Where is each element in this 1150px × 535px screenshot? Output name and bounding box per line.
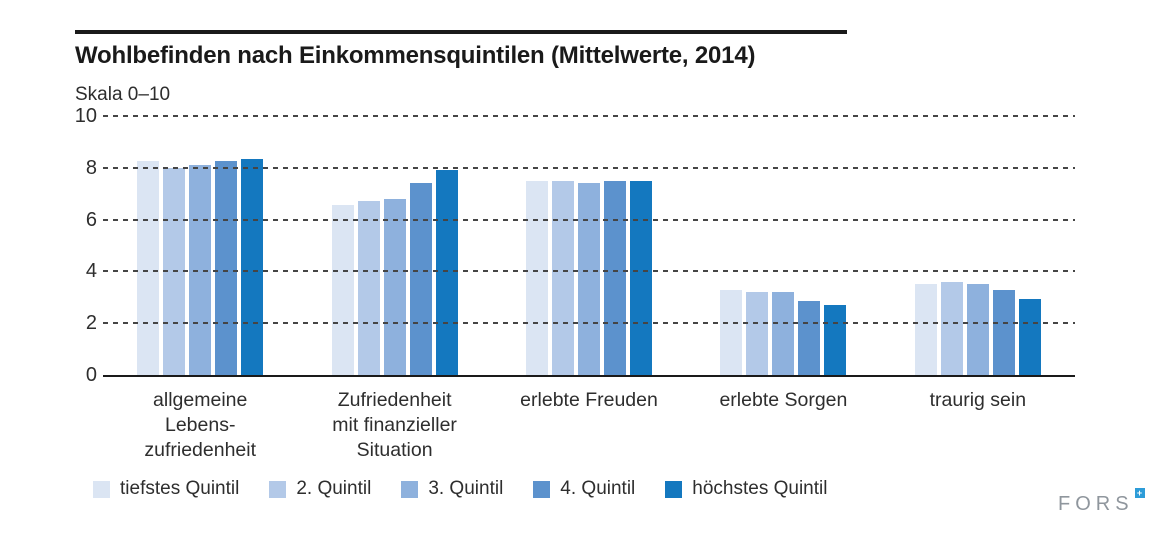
bar-groups-row	[103, 116, 1075, 375]
bar-group-3	[686, 116, 880, 375]
bar	[966, 284, 989, 375]
bar	[772, 292, 795, 375]
bar	[798, 301, 821, 375]
legend-swatch	[401, 480, 419, 498]
bar	[215, 161, 238, 375]
bar	[940, 281, 963, 375]
category-label-1: Zufriedenheit mit finanzieller Situation	[332, 389, 457, 461]
gridline-6	[103, 218, 1075, 221]
fors-logo-text: FORS	[1058, 493, 1134, 515]
x-axis-line	[103, 375, 1075, 377]
bar	[383, 198, 406, 375]
legend-swatch	[533, 480, 551, 498]
gridline-4	[103, 270, 1075, 273]
chart-title: Wohlbefinden nach Einkommensquintilen (M…	[75, 42, 756, 69]
gridline-2	[103, 322, 1075, 325]
bar	[526, 180, 549, 375]
bar	[552, 180, 575, 375]
chart-scale-label: Skala 0–10	[75, 84, 171, 105]
bar	[241, 158, 264, 375]
plot-area	[103, 115, 1075, 377]
bar-group-1	[297, 116, 491, 375]
title-rule	[75, 30, 847, 34]
y-tick-label-4: 4	[85, 260, 97, 283]
legend-label: höchstes Quintil	[692, 478, 828, 499]
category-label-2: erlebte Freuden	[520, 389, 658, 411]
bar-group-2	[492, 116, 686, 375]
y-tick-label-2: 2	[85, 312, 97, 335]
gridline-10	[103, 115, 1075, 117]
bar	[578, 183, 601, 375]
bar	[720, 289, 743, 375]
bar-group-0	[103, 116, 297, 375]
category-label-3: erlebte Sorgen	[719, 389, 848, 411]
bar	[409, 183, 432, 375]
category-axis: allgemeine Lebens-zufriedenheit Zufriedenh…	[103, 388, 1075, 463]
gridline-8	[103, 166, 1075, 169]
legend-swatch	[93, 480, 110, 498]
legend-item-4: höchstes Quintil	[665, 478, 827, 500]
y-tick-label-6: 6	[85, 208, 97, 231]
bar	[992, 289, 1015, 375]
category-label-0: allgemeine Lebens-zufriedenheit	[144, 389, 257, 461]
legend-swatch	[269, 480, 287, 498]
bar	[357, 201, 380, 375]
legend-label: 4. Quintil	[560, 478, 636, 499]
bar	[630, 180, 653, 375]
bar	[137, 161, 160, 375]
bar	[435, 170, 458, 375]
y-tick-label-10: 10	[74, 105, 97, 127]
bar	[604, 180, 627, 375]
legend-item-2: 3. Quintil	[401, 478, 503, 500]
bar	[1018, 298, 1041, 375]
fors-plus-icon: +	[1134, 488, 1145, 498]
legend-label: 3. Quintil	[428, 478, 504, 499]
y-tick-label-0: 0	[85, 364, 97, 386]
category-label-4: traurig sein	[929, 389, 1027, 411]
legend-item-3: 4. Quintil	[533, 478, 635, 500]
legend-swatch	[665, 480, 683, 498]
legend-label: 2. Quintil	[296, 478, 372, 499]
bar-group-4	[881, 116, 1075, 375]
bar	[824, 305, 847, 375]
legend-item-0: tiefstes Quintil	[93, 478, 239, 500]
bar	[331, 205, 354, 375]
legend: tiefstes Quintil 2. Quintil 3. Quintil 4. Q…	[93, 478, 827, 500]
legend-label: tiefstes Quintil	[120, 478, 240, 499]
y-tick-label-8: 8	[85, 156, 97, 179]
bar	[746, 292, 769, 375]
fors-logo: FORS +	[1058, 488, 1145, 516]
bar	[914, 284, 937, 375]
legend-item-1: 2. Quintil	[269, 478, 371, 500]
